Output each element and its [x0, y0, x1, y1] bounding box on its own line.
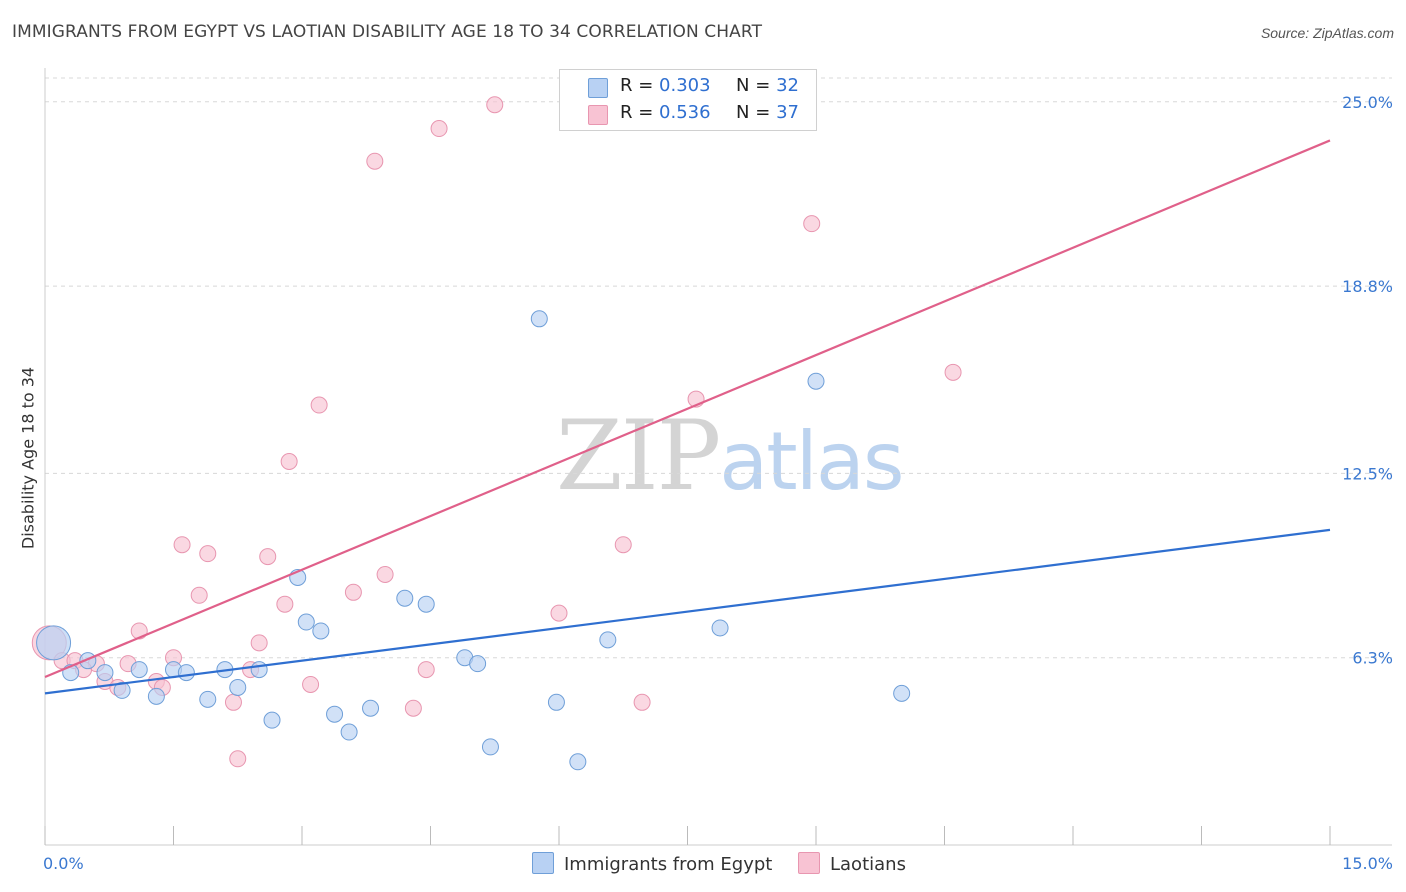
legend-r-label: R = — [620, 75, 654, 96]
point-laotians — [310, 396, 328, 414]
legend-text-laotians: R = 0.536 N = 37 — [620, 102, 799, 123]
point-egypt — [263, 711, 281, 729]
y-tick-label: 6.3% — [1352, 649, 1393, 668]
point-egypt — [599, 631, 617, 649]
point-egypt — [36, 625, 72, 661]
point-laotians — [259, 548, 277, 566]
legend-n-value-egypt: 32 — [776, 75, 799, 96]
trendline-laotians — [44, 139, 1331, 679]
point-laotians — [803, 215, 821, 233]
legend-n-label: N = — [736, 75, 771, 96]
point-egypt — [807, 372, 825, 390]
point-egypt — [530, 310, 548, 328]
point-egypt — [147, 687, 165, 705]
x-tick-label-max: 15.0% — [1342, 854, 1393, 873]
point-laotians — [199, 545, 217, 563]
bottom-legend-egypt: Immigrants from Egypt — [532, 852, 772, 875]
point-laotians — [404, 699, 422, 717]
point-egypt — [547, 693, 565, 711]
legend-r-value-egypt: 0.303 — [659, 75, 711, 96]
watermark-zip: ZIP — [556, 400, 721, 512]
x-tick-label-min: 0.0% — [43, 854, 84, 873]
source-credit: Source: ZipAtlas.com — [1260, 25, 1394, 41]
bottom-legend-label-laotians: Laotians — [830, 854, 906, 875]
bottom-swatch-laotians — [798, 852, 820, 874]
watermark-atlas: atlas — [719, 415, 904, 508]
point-egypt — [297, 613, 315, 631]
point-egypt — [417, 595, 435, 613]
legend-swatch-laotians — [588, 105, 608, 125]
point-laotians — [276, 595, 294, 613]
point-laotians — [944, 363, 962, 381]
point-egypt — [130, 661, 148, 679]
bottom-legend-label-egypt: Immigrants from Egypt — [564, 854, 773, 875]
point-egypt — [312, 622, 330, 640]
point-laotians — [190, 586, 208, 604]
point-egypt — [396, 589, 414, 607]
point-laotians — [224, 693, 242, 711]
point-laotians — [430, 120, 448, 138]
point-laotians — [376, 565, 394, 583]
point-egypt — [893, 684, 911, 702]
correlation-legend: R = 0.303 N = 32 R = 0.536 N = 37 — [559, 69, 817, 131]
legend-n-value-laotians: 37 — [776, 102, 799, 123]
point-egypt — [96, 664, 114, 682]
point-egypt — [469, 655, 487, 673]
point-laotians — [302, 675, 320, 693]
y-tick-label: 18.8% — [1342, 277, 1393, 296]
point-laotians — [366, 152, 384, 170]
point-laotians — [633, 693, 651, 711]
point-egypt — [569, 753, 587, 771]
point-egypt — [229, 678, 247, 696]
bottom-swatch-egypt — [532, 852, 554, 874]
point-laotians — [417, 661, 435, 679]
y-tick-label: 25.0% — [1342, 93, 1393, 112]
watermark: ZIPatlas — [556, 400, 905, 512]
chart-title: IMMIGRANTS FROM EGYPT VS LAOTIAN DISABIL… — [12, 22, 763, 42]
legend-r-value-laotians: 0.536 — [659, 102, 711, 123]
point-egypt — [250, 661, 268, 679]
point-laotians — [344, 583, 362, 601]
point-laotians — [250, 634, 268, 652]
legend-text-egypt: R = 0.303 N = 32 — [620, 75, 799, 96]
y-tick-label: 12.5% — [1342, 464, 1393, 483]
point-egypt — [711, 619, 729, 637]
legend-n-label: N = — [736, 102, 771, 123]
point-laotians — [173, 536, 191, 554]
legend-r-label: R = — [620, 102, 654, 123]
point-laotians — [614, 536, 632, 554]
point-egypt — [113, 681, 131, 699]
point-egypt — [340, 723, 358, 741]
point-egypt — [199, 690, 217, 708]
trendline-egypt — [44, 528, 1331, 695]
bottom-legend-laotians: Laotians — [798, 852, 906, 875]
point-egypt — [326, 705, 344, 723]
point-egypt — [481, 738, 499, 756]
point-laotians — [229, 750, 247, 768]
point-egypt — [177, 664, 195, 682]
point-laotians — [550, 604, 568, 622]
legend-swatch-egypt — [588, 78, 608, 98]
point-laotians — [486, 96, 504, 114]
point-laotians — [280, 453, 298, 470]
point-egypt — [362, 699, 380, 717]
